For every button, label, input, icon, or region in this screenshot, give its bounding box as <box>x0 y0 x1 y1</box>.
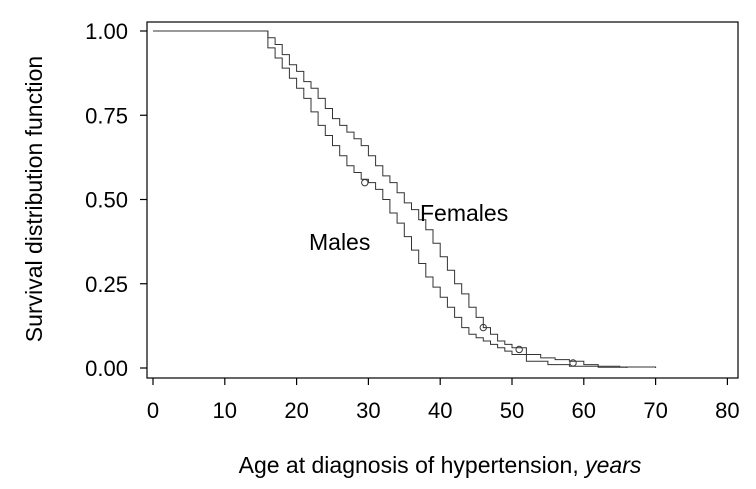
x-tick-label: 60 <box>572 398 596 423</box>
y-tick-label: 0.50 <box>85 188 128 213</box>
censor-mark-females <box>569 359 577 367</box>
x-tick-label: 70 <box>643 398 667 423</box>
x-tick-label: 80 <box>715 398 739 423</box>
x-tick-label: 40 <box>428 398 452 423</box>
x-axis-title: Age at diagnosis of hypertension, years <box>239 452 642 478</box>
x-tick-label: 50 <box>500 398 524 423</box>
censor-mark-males <box>361 178 369 187</box>
x-tick-label: 10 <box>213 398 237 423</box>
series-layer <box>153 30 657 368</box>
y-tick-label: 0.00 <box>85 356 128 381</box>
y-tick-label: 1.00 <box>85 19 128 44</box>
censor-mark-females <box>515 345 523 354</box>
y-tick-label: 0.25 <box>85 272 128 297</box>
series-label-males: Males <box>309 229 370 255</box>
x-tick-label: 30 <box>356 398 380 423</box>
y-axis: 0.00 0.25 0.50 0.75 1.00 <box>85 19 147 381</box>
series-line-females <box>153 30 657 368</box>
series-label-females: Females <box>420 200 508 226</box>
y-tick-label: 0.75 <box>85 103 128 128</box>
x-tick-label: 0 <box>147 398 159 423</box>
censor-mark-females <box>479 323 487 332</box>
x-axis-title-units: years <box>583 452 642 478</box>
series-line-males <box>153 30 628 368</box>
x-axis-title-main: Age at diagnosis of hypertension, <box>239 452 586 478</box>
x-axis: 0 10 20 30 40 50 60 70 80 <box>147 378 740 423</box>
y-axis-title: Survival distribution function <box>21 56 47 342</box>
x-tick-label: 20 <box>284 398 308 423</box>
